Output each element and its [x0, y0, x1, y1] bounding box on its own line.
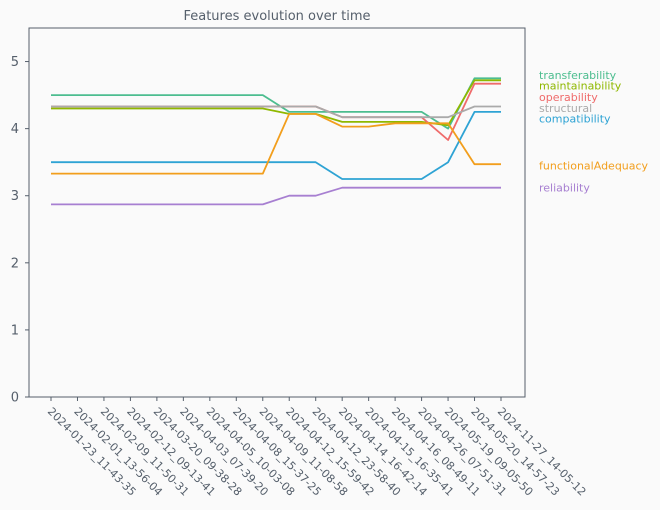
legend: transferabilitymaintainabilityoperabilit…: [539, 69, 649, 195]
y-tick-label: 1: [11, 323, 19, 338]
y-tick-label: 5: [11, 55, 19, 70]
series-line-compatibility: [51, 111, 501, 180]
legend-label-maintainability: maintainability: [539, 80, 622, 93]
legend-label-operability: operability: [539, 91, 598, 104]
y-tick-label: 4: [11, 122, 19, 137]
series-layer: [51, 77, 501, 206]
x-axis: 2024-01-23_11-43-352024-02-01_13-56-0420…: [45, 397, 588, 499]
chart-title: Features evolution over time: [183, 9, 370, 24]
legend-label-reliability: reliability: [539, 182, 590, 195]
legend-label-structural: structural: [539, 102, 592, 115]
legend-label-transferability: transferability: [539, 69, 617, 82]
y-tick-label: 0: [11, 391, 19, 406]
series-line-transferability: [51, 77, 501, 130]
y-tick-label: 3: [11, 189, 19, 204]
y-axis: 0 1 2 3 4 5: [11, 55, 29, 406]
plot-area-frame: [28, 27, 526, 398]
series-line-reliability: [51, 186, 501, 206]
legend-label-compatibility: compatibility: [539, 113, 611, 126]
legend-label-functionalAdequacy: functionalAdequacy: [539, 160, 649, 173]
series-line-structural: [51, 105, 501, 119]
y-tick-label: 2: [11, 256, 19, 271]
series-line-functionalAdequacy: [51, 113, 501, 175]
